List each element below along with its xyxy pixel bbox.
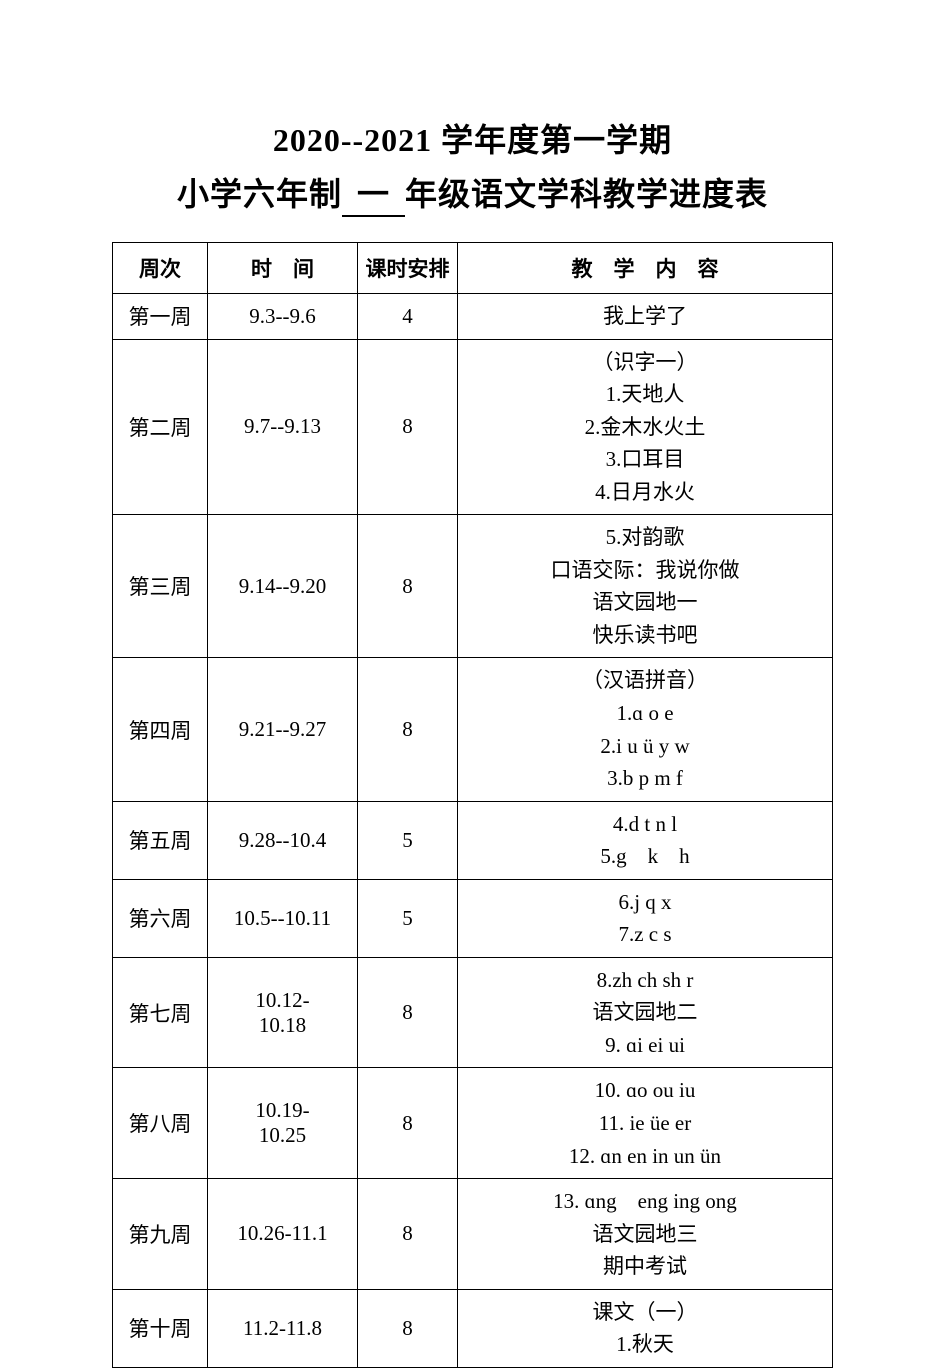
cell-hours: 8 [358,1179,458,1290]
table-row: 第二周9.7--9.138 （识字一） 1.天地人 2.金木水火土 3.口耳目 4.日月水… [113,339,833,515]
cell-week: 第六周 [113,879,208,957]
title-grade: 一 [342,169,405,217]
cell-hours: 8 [358,1289,458,1367]
title-line-1: 2020--2021 学年度第一学期 [0,115,945,161]
content-line: 10. ɑo ou iu [595,1078,696,1102]
content-line: （汉语拼音） [582,668,708,692]
content-line: 期中考试 [603,1254,687,1278]
table-row: 第一周9.3--9.64 我上学了 [113,294,833,340]
table-row: 第八周10.19-10.25810. ɑo ou iu11. ie üe er1… [113,1068,833,1179]
table-row: 第六周10.5--10.115 6.j q x 7.z c s [113,879,833,957]
content-line: 1.天地人 [606,382,685,406]
header-content: 教 学 内 容 [458,243,833,294]
header-week: 周次 [113,243,208,294]
content-line: 6.j q x [618,890,671,914]
cell-week: 第十周 [113,1289,208,1367]
content-line: 2.金木水火土 [585,415,706,439]
table-row: 第五周9.28--10.45 4.d t n l 5.g k h [113,801,833,879]
cell-time: 10.5--10.11 [208,879,358,957]
cell-time: 9.14--9.20 [208,515,358,658]
cell-content: 5.对韵歌口语交际：我说你做语文园地一快乐读书吧 [458,515,833,658]
cell-time: 9.3--9.6 [208,294,358,340]
cell-content: 8.zh ch sh r 语文园地二 9. ɑi ei ui [458,957,833,1068]
cell-hours: 8 [358,658,458,801]
content-line: 13. ɑng eng ing ong [553,1189,737,1213]
content-line: 我上学了 [603,304,687,328]
cell-content: 6.j q x 7.z c s [458,879,833,957]
cell-week: 第五周 [113,801,208,879]
content-line: 9. ɑi ei ui [605,1033,685,1057]
cell-time: 11.2-11.8 [208,1289,358,1367]
table-row: 第九周10.26-11.18 13. ɑng eng ing ong 语文园地三期中… [113,1179,833,1290]
content-line: 语文园地二 [593,1000,698,1024]
cell-week: 第二周 [113,339,208,515]
content-line: 5.g k h [600,844,689,868]
cell-hours: 8 [358,515,458,658]
cell-time: 10.26-11.1 [208,1179,358,1290]
cell-hours: 5 [358,801,458,879]
cell-time: 10.12-10.18 [208,957,358,1068]
cell-hours: 8 [358,339,458,515]
content-line: 3.b p m f [607,766,683,790]
content-line: 快乐读书吧 [593,623,698,647]
content-line: 语文园地三 [593,1222,698,1246]
cell-content: 我上学了 [458,294,833,340]
cell-content: 4.d t n l 5.g k h [458,801,833,879]
cell-content: （识字一） 1.天地人 2.金木水火土 3.口耳目 4.日月水火 [458,339,833,515]
content-line: 3.口耳目 [606,447,685,471]
cell-time: 9.21--9.27 [208,658,358,801]
table-row: 第七周10.12-10.188 8.zh ch sh r 语文园地二 9. ɑi ei… [113,957,833,1068]
cell-week: 第八周 [113,1068,208,1179]
cell-time: 9.28--10.4 [208,801,358,879]
cell-week: 第三周 [113,515,208,658]
content-line: 2.i u ü y w [600,734,689,758]
cell-content: 课文（一） 1.秋天 [458,1289,833,1367]
content-line: 8.zh ch sh r [597,968,694,992]
content-line: 语文园地一 [593,590,698,614]
content-line: （识字一） [593,350,698,374]
schedule-table: 周次 时 间 课时安排 教 学 内 容 第一周9.3--9.64我上学了第二周9… [112,242,833,1368]
content-line: 4.日月水火 [595,480,695,504]
content-line: 1.秋天 [616,1332,674,1356]
cell-hours: 4 [358,294,458,340]
content-line: 4.d t n l [613,812,677,836]
cell-hours: 5 [358,879,458,957]
cell-content: 10. ɑo ou iu 11. ie üe er 12. ɑn en in un … [458,1068,833,1179]
content-line: 11. ie üe er [599,1111,692,1135]
content-line: 口语交际：我说你做 [551,558,740,582]
cell-content: 13. ɑng eng ing ong 语文园地三期中考试 [458,1179,833,1290]
cell-week: 第九周 [113,1179,208,1290]
cell-hours: 8 [358,1068,458,1179]
table-row: 第十周11.2-11.88 课文（一） 1.秋天 [113,1289,833,1367]
cell-week: 第四周 [113,658,208,801]
header-time: 时 间 [208,243,358,294]
content-line: 7.z c s [618,922,671,946]
header-hours: 课时安排 [358,243,458,294]
cell-content: （汉语拼音） 1.ɑ o e 2.i u ü y w 3.b p m f [458,658,833,801]
content-line: 5.对韵歌 [606,525,685,549]
cell-time: 10.19-10.25 [208,1068,358,1179]
cell-hours: 8 [358,957,458,1068]
cell-time: 9.7--9.13 [208,339,358,515]
cell-week: 第一周 [113,294,208,340]
table-header-row: 周次 时 间 课时安排 教 学 内 容 [113,243,833,294]
content-line: 12. ɑn en in un ün [569,1144,721,1168]
content-line: 课文（一） [593,1300,698,1324]
content-line: 1.ɑ o e [616,701,673,725]
cell-week: 第七周 [113,957,208,1068]
table-row: 第四周9.21--9.278 （汉语拼音） 1.ɑ o e 2.i u ü y w 3.… [113,658,833,801]
title-line-2: 小学六年制一年级语文学科教学进度表 [0,169,945,217]
title-prefix: 小学六年制 [177,176,342,212]
title-suffix: 年级语文学科教学进度表 [405,176,768,212]
table-row: 第三周9.14--9.2085.对韵歌口语交际：我说你做语文园地一快乐读书吧 [113,515,833,658]
